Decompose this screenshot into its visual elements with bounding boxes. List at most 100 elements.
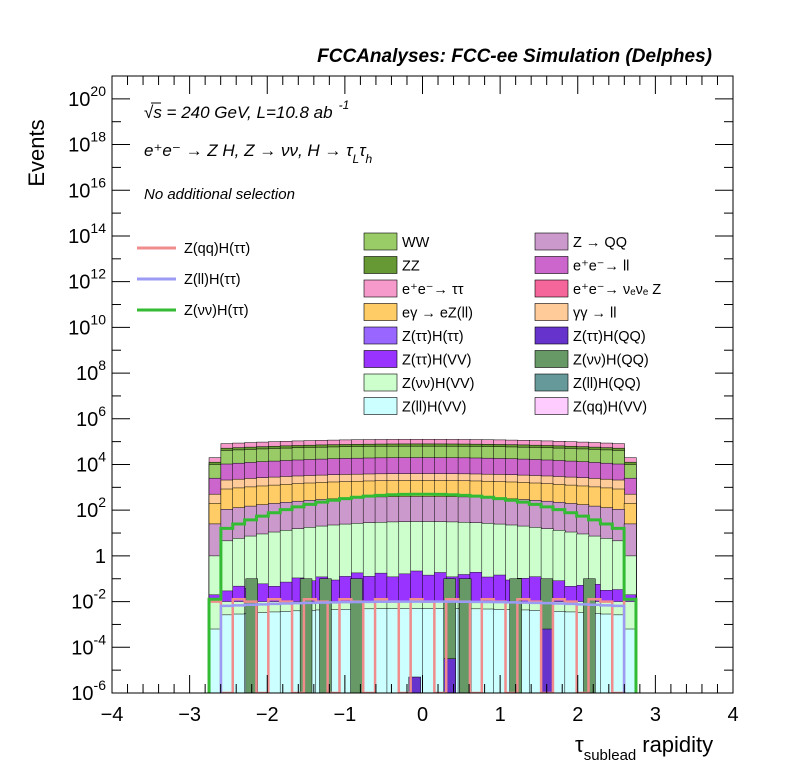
spike-bin xyxy=(374,572,388,602)
spike-bin xyxy=(600,590,613,602)
spike-bin xyxy=(410,570,423,602)
legend-bkg-swatch xyxy=(363,373,398,392)
y-tick-base: 10 xyxy=(68,272,90,294)
y-tick-exp: 2 xyxy=(98,494,106,510)
selection-annotation: No additional selection xyxy=(144,186,295,203)
legend-bkg-swatch xyxy=(363,303,398,321)
y-tick-label: 1018 xyxy=(68,129,106,157)
y-tick-exp: -4 xyxy=(94,631,107,647)
legend-bkg-label: Z(ττ)H(ττ) xyxy=(402,329,464,345)
stack-bin xyxy=(528,610,542,693)
legend-bkg-swatch xyxy=(534,326,569,345)
spike-bin xyxy=(339,576,352,602)
y-tick-exp: 16 xyxy=(90,174,106,190)
stack-bin xyxy=(612,614,625,693)
y-tick-exp: 10 xyxy=(90,311,106,327)
y-tick-exp: 12 xyxy=(90,266,106,282)
legend-bkg-label: Z(ττ)H(VV) xyxy=(402,353,471,369)
legend-bkg-label: eγ → eZ(ll) xyxy=(402,306,473,322)
y-tick-label: 1014 xyxy=(68,220,106,248)
legend-bkg-swatch xyxy=(363,256,398,274)
y-tick-exp: 18 xyxy=(90,129,106,145)
stack-bin xyxy=(279,611,293,693)
x-axis-label: τsublead rapidity xyxy=(575,732,713,764)
y-tick-exp: 14 xyxy=(90,220,106,236)
y-tick-base: 10 xyxy=(76,363,98,385)
y-tick-exp: 6 xyxy=(98,403,106,419)
legend-signal-label: Z(ll)H(ττ) xyxy=(184,272,241,288)
y-tick-label: 102 xyxy=(76,494,106,522)
y-tick-label: 104 xyxy=(76,448,106,476)
stack-bin xyxy=(469,608,483,693)
stack-bin xyxy=(374,608,388,693)
y-tick-base: 10 xyxy=(71,592,93,614)
legend-bkg-label: Z(ττ)H(QQ) xyxy=(573,329,646,345)
legend-bkg-label: Z(ll)H(VV) xyxy=(402,400,466,416)
x-tick-labels: −4 −3 −2 −1 0 1 2 3 4 xyxy=(101,704,739,726)
legend-signal-label: Z(νν)H(ττ) xyxy=(184,303,249,319)
chart-title: FCCAnalyses: FCC-ee Simulation (Delphes) xyxy=(317,46,712,67)
legend-bkg-label: ZZ xyxy=(402,259,420,275)
y-tick-base: 10 xyxy=(68,226,90,248)
process-tau: τ xyxy=(359,141,367,160)
stack-histograms xyxy=(208,439,637,693)
stack-bin xyxy=(386,608,400,693)
legend-bkg-swatch xyxy=(534,397,569,415)
y-tick-base: 10 xyxy=(76,500,98,522)
spike-bin xyxy=(529,576,542,602)
legend-bkg-label: e⁺e⁻→ ττ xyxy=(402,282,464,298)
x-tick-label: 3 xyxy=(650,704,661,726)
energy-exp: -1 xyxy=(339,98,350,112)
y-tick-base: 10 xyxy=(68,180,90,202)
stack-bin xyxy=(552,611,566,693)
legend-bkg-swatch xyxy=(534,279,569,298)
x-tick-label: 0 xyxy=(417,704,428,726)
y-tick-base: 10 xyxy=(76,409,98,431)
y-tick-label: 1012 xyxy=(68,266,106,294)
spike-bin xyxy=(612,589,625,602)
spike-bin xyxy=(564,586,577,602)
signal-znn-line xyxy=(207,492,638,693)
legend: Z(qq)H(ττ) Z(ll)H(ττ) Z(νν)H(ττ) WW Z → QQ ZZ… xyxy=(137,232,661,416)
spike-bin xyxy=(363,576,376,602)
znn-hqq-bin xyxy=(509,578,522,693)
ztt-hqq-bin xyxy=(540,628,553,693)
legend-bkg-label: e⁺e⁻→ νₑνₑ Z xyxy=(573,282,661,298)
stack-bin xyxy=(481,608,495,693)
x-tick-label: 2 xyxy=(572,704,583,726)
legend-bkg-label: Z → QQ xyxy=(573,235,627,251)
signal-lines xyxy=(207,492,638,693)
y-tick-label: 10-6 xyxy=(71,677,106,705)
x-tick-label: 4 xyxy=(727,704,738,726)
y-tick-exp: -2 xyxy=(94,586,107,602)
x-axis-label-rest: rapidity xyxy=(642,732,713,757)
process-sub-h: h xyxy=(366,152,373,166)
y-tick-exp: -6 xyxy=(94,677,107,693)
y-tick-base: 10 xyxy=(68,317,90,339)
legend-bkg-swatch xyxy=(363,350,398,368)
legend-bkg-swatch xyxy=(534,350,569,368)
spike-bin xyxy=(256,583,269,602)
spike-bin xyxy=(469,572,482,602)
legend-bkg-label: Z(νν)H(VV) xyxy=(402,376,475,392)
stack-bin xyxy=(339,609,352,693)
x-tick-label: 1 xyxy=(495,704,506,726)
y-tick-label: 1010 xyxy=(68,311,106,339)
y-tick-label: 10-4 xyxy=(71,631,106,659)
x-tick-label: −1 xyxy=(333,704,356,726)
legend-bkg-swatch xyxy=(363,232,398,251)
y-tick-base: 10 xyxy=(71,637,93,659)
ztt-hqq-bin xyxy=(443,658,456,693)
spike-bin xyxy=(386,576,399,602)
y-tick-exp: 4 xyxy=(98,448,106,464)
x-axis-label-symbol: τ xyxy=(575,732,584,757)
y-tick-labels: 10-610-410-21102104106108101010121014101… xyxy=(68,83,106,705)
axis-ticks xyxy=(111,75,733,694)
ztt-hqq-bin xyxy=(408,676,421,693)
legend-signal-label: Z(qq)H(ττ) xyxy=(184,241,250,257)
x-tick-label: −2 xyxy=(256,704,279,726)
y-tick-base: 1 xyxy=(95,546,106,568)
legend-bkg-swatch xyxy=(534,232,569,251)
y-tick-base: 10 xyxy=(68,89,90,111)
y-tick-label: 10-2 xyxy=(71,586,106,614)
